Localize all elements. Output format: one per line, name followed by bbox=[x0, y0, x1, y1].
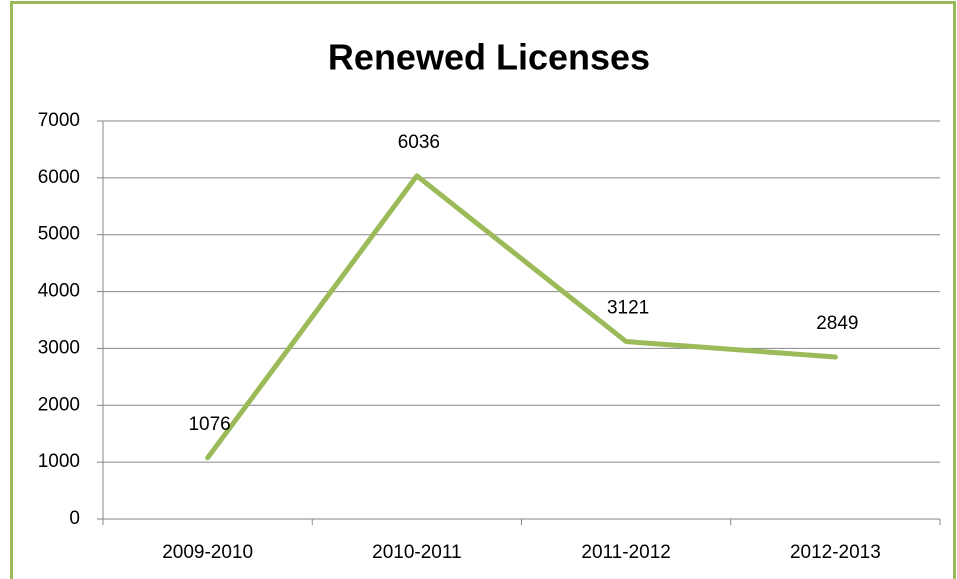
y-tick-label: 0 bbox=[69, 508, 80, 529]
data-label: 1076 bbox=[188, 414, 230, 435]
x-tick-label: 2009-2010 bbox=[162, 542, 253, 563]
y-tick-label: 1000 bbox=[38, 451, 80, 472]
y-tick-label: 3000 bbox=[38, 337, 80, 358]
data-label: 3121 bbox=[607, 298, 649, 319]
y-tick-label: 2000 bbox=[38, 394, 80, 415]
chart-border bbox=[10, 1, 956, 579]
line-series bbox=[205, 173, 838, 461]
x-tick-label: 2010-2011 bbox=[372, 542, 461, 563]
x-tick-label: 2012-2013 bbox=[790, 542, 881, 563]
y-tick-label: 7000 bbox=[38, 110, 80, 131]
y-tick-label: 5000 bbox=[38, 224, 80, 245]
data-label: 2849 bbox=[816, 313, 858, 334]
y-tick-label: 4000 bbox=[38, 281, 80, 302]
x-tick-label: 2011-2012 bbox=[581, 542, 670, 563]
data-label: 6036 bbox=[398, 132, 440, 153]
y-tick-label: 6000 bbox=[38, 167, 80, 188]
chart-title: Renewed Licenses bbox=[328, 37, 650, 78]
